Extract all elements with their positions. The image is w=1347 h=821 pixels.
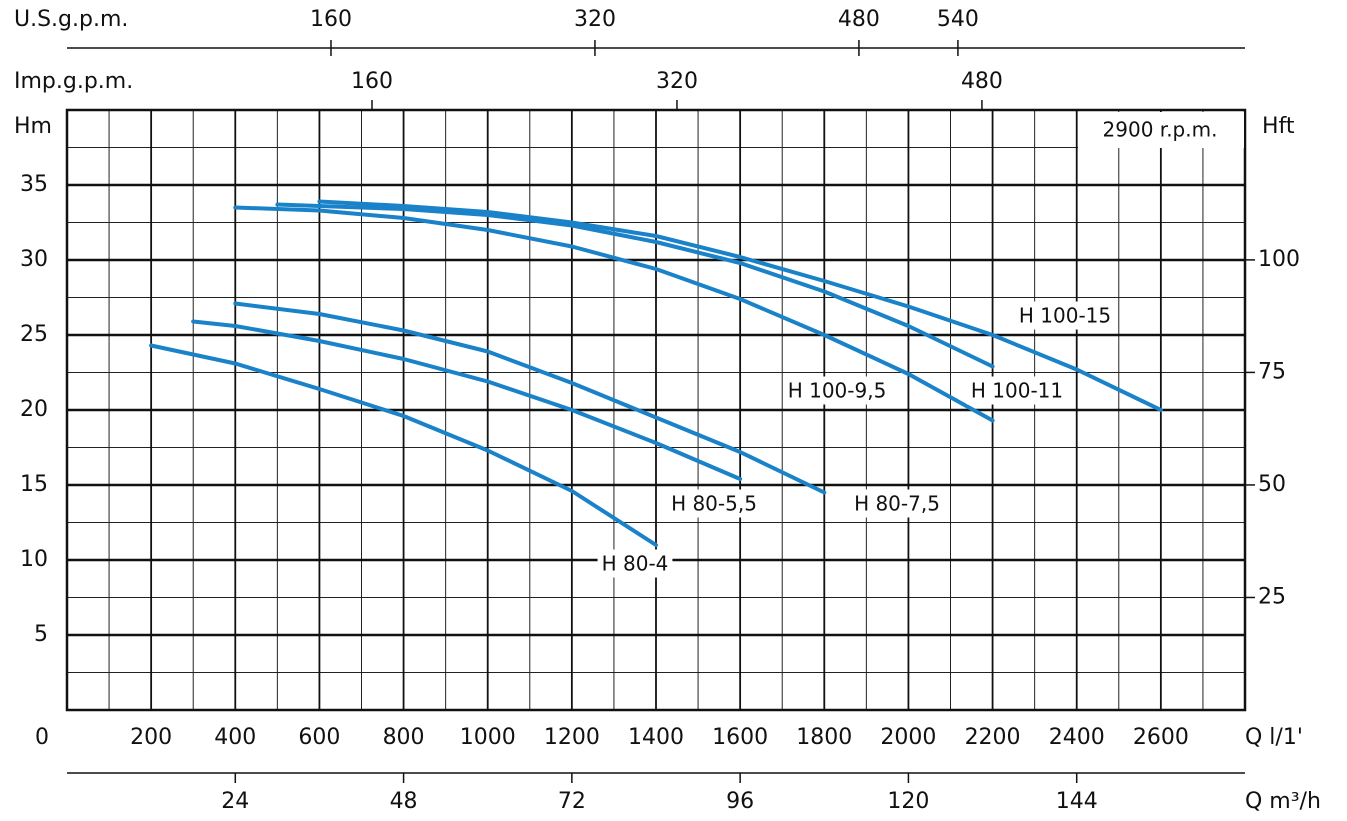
- bottom2-tick-label: 24: [221, 789, 249, 814]
- bottom2-tick-label: 144: [1056, 789, 1098, 814]
- x-tick-label: 2200: [965, 725, 1021, 750]
- bottom2-tick-label: 96: [726, 789, 754, 814]
- x-tick-label: 2400: [1049, 725, 1105, 750]
- curves: [149, 199, 1163, 547]
- curve-label-bg: [667, 489, 761, 518]
- x-tick-label: 1200: [544, 725, 600, 750]
- curve-label-bg: [597, 549, 673, 578]
- grid: [65, 108, 1247, 712]
- bottom2-tick-label: 120: [887, 789, 929, 814]
- y-tick-label: 15: [20, 472, 48, 497]
- y2-tick-label: 50: [1258, 472, 1286, 497]
- y-tick-label: 25: [20, 322, 48, 347]
- overlay: 0 200 400 600 800 1000 1200 1400 1600 1800 2000 220…: [20, 7, 1300, 814]
- top-tick-label: 160: [310, 7, 352, 32]
- y2-tick-label: 75: [1258, 359, 1286, 384]
- curve-label-bg: [783, 376, 891, 405]
- curve-label-bg: [966, 376, 1068, 405]
- x-tick-label: 2600: [1133, 725, 1189, 750]
- x-tick-label: 1800: [796, 725, 852, 750]
- y2-tick-label: 100: [1258, 247, 1300, 272]
- y-axis-label: Hm: [14, 114, 52, 139]
- top-axis-label: U.S.g.p.m.: [14, 7, 128, 32]
- y-tick-label: 20: [20, 397, 48, 422]
- top-tick-label: 540: [937, 7, 979, 32]
- y-tick-label: 35: [20, 172, 48, 197]
- x-tick-label: 400: [214, 725, 256, 750]
- plot-frame: [65, 108, 1247, 712]
- top2-tick-label: 160: [351, 69, 393, 94]
- x-axis-label: Q l/1': [1245, 725, 1303, 750]
- pump-curve: [191, 319, 743, 481]
- bottom2-axis-label: Q m³/h: [1245, 789, 1321, 814]
- top2-tick-label: 320: [656, 69, 698, 94]
- curve-label: H 100-11: [971, 379, 1063, 403]
- top2-axis-label: Imp.g.p.m.: [14, 69, 133, 94]
- y2-tick-label: 25: [1258, 584, 1286, 609]
- x-tick-label: 1400: [628, 725, 684, 750]
- y-tick-label: 10: [20, 547, 48, 572]
- top2-tick-label: 480: [961, 69, 1003, 94]
- curve-label: H 80-5,5: [671, 492, 757, 516]
- curve-label: H 100-9,5: [788, 379, 887, 403]
- top-tick-label: 320: [574, 7, 616, 32]
- x-tick-label: 1000: [460, 725, 516, 750]
- y2-axis-label: Hft: [1262, 114, 1295, 139]
- pump-curve: [275, 202, 995, 369]
- x-tick-label: 0: [35, 725, 49, 750]
- curve-label: H 100-15: [1019, 304, 1111, 328]
- bottom2-tick-label: 72: [558, 789, 586, 814]
- x-tick-label: 200: [130, 725, 172, 750]
- top-tick-label: 480: [838, 7, 880, 32]
- rpm-box: [1078, 112, 1244, 148]
- pump-curve: [149, 343, 658, 547]
- pump-curve: [317, 199, 1163, 412]
- y-tick-label: 30: [20, 247, 48, 272]
- curve-label: H 80-7,5: [854, 492, 940, 516]
- y-tick-label: 5: [34, 622, 48, 647]
- curve-label: H 80-4: [602, 552, 669, 576]
- bottom2-tick-label: 48: [390, 789, 418, 814]
- x-tick-label: 1600: [712, 725, 768, 750]
- curve-label-bg: [1014, 301, 1116, 330]
- curve-label-bg: [850, 489, 944, 518]
- pump-curve: [233, 205, 995, 423]
- x-tick-label: 600: [298, 725, 340, 750]
- x-tick-label: 2000: [880, 725, 936, 750]
- rpm-label: 2900 r.p.m.: [1103, 118, 1218, 142]
- x-tick-label: 800: [383, 725, 425, 750]
- pump-curve: [233, 301, 827, 495]
